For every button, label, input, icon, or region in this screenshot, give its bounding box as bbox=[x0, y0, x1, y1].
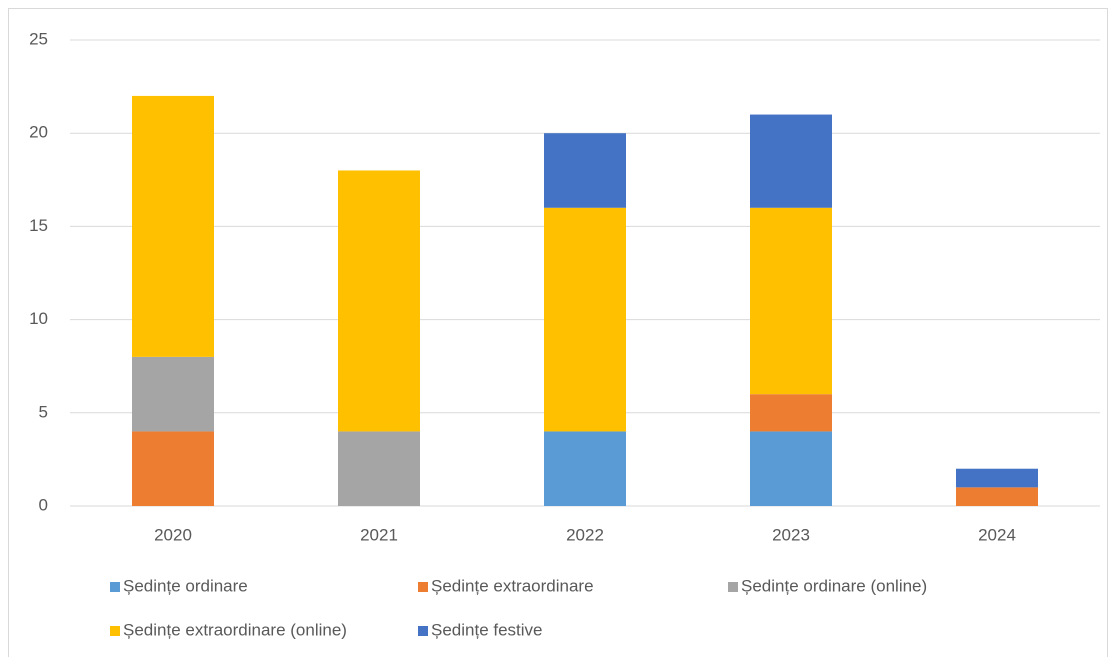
legend-swatch bbox=[728, 582, 738, 592]
y-tick-label: 20 bbox=[29, 123, 48, 142]
bar-segment bbox=[956, 487, 1038, 506]
bar-segment bbox=[750, 431, 832, 506]
legend-label: Ședințe ordinare bbox=[123, 576, 248, 595]
bar-segment bbox=[750, 207, 832, 395]
y-tick-label: 15 bbox=[29, 216, 48, 235]
legend-label: Ședințe extraordinare (online) bbox=[123, 620, 347, 639]
y-tick-label: 5 bbox=[39, 402, 48, 421]
y-tick-label: 25 bbox=[29, 29, 48, 48]
legend-swatch bbox=[418, 582, 428, 592]
bar-segment bbox=[132, 431, 214, 506]
chart-border bbox=[8, 8, 1108, 657]
x-tick-label: 2023 bbox=[772, 525, 810, 544]
bar-segment bbox=[132, 95, 214, 357]
legend-swatch bbox=[110, 626, 120, 636]
legend-label: Ședințe festive bbox=[431, 620, 543, 639]
bar-segment bbox=[750, 114, 832, 208]
bar-segment bbox=[544, 133, 626, 208]
bar-segment bbox=[338, 170, 420, 432]
legend-label: Ședințe extraordinare bbox=[431, 576, 594, 595]
legend-swatch bbox=[418, 626, 428, 636]
bar-segment bbox=[956, 468, 1038, 488]
x-tick-label: 2020 bbox=[154, 525, 192, 544]
legend-swatch bbox=[110, 582, 120, 592]
x-tick-label: 2022 bbox=[566, 525, 604, 544]
bar-segment bbox=[544, 431, 626, 506]
x-tick-label: 2021 bbox=[360, 525, 398, 544]
bar-segment bbox=[544, 207, 626, 432]
bar-segment bbox=[750, 394, 832, 432]
legend-label: Ședințe ordinare (online) bbox=[741, 576, 927, 595]
x-tick-label: 2024 bbox=[978, 525, 1016, 544]
y-tick-label: 10 bbox=[29, 309, 48, 328]
bar-segment bbox=[338, 431, 420, 506]
bar-segment bbox=[132, 356, 214, 432]
y-tick-label: 0 bbox=[39, 495, 48, 514]
